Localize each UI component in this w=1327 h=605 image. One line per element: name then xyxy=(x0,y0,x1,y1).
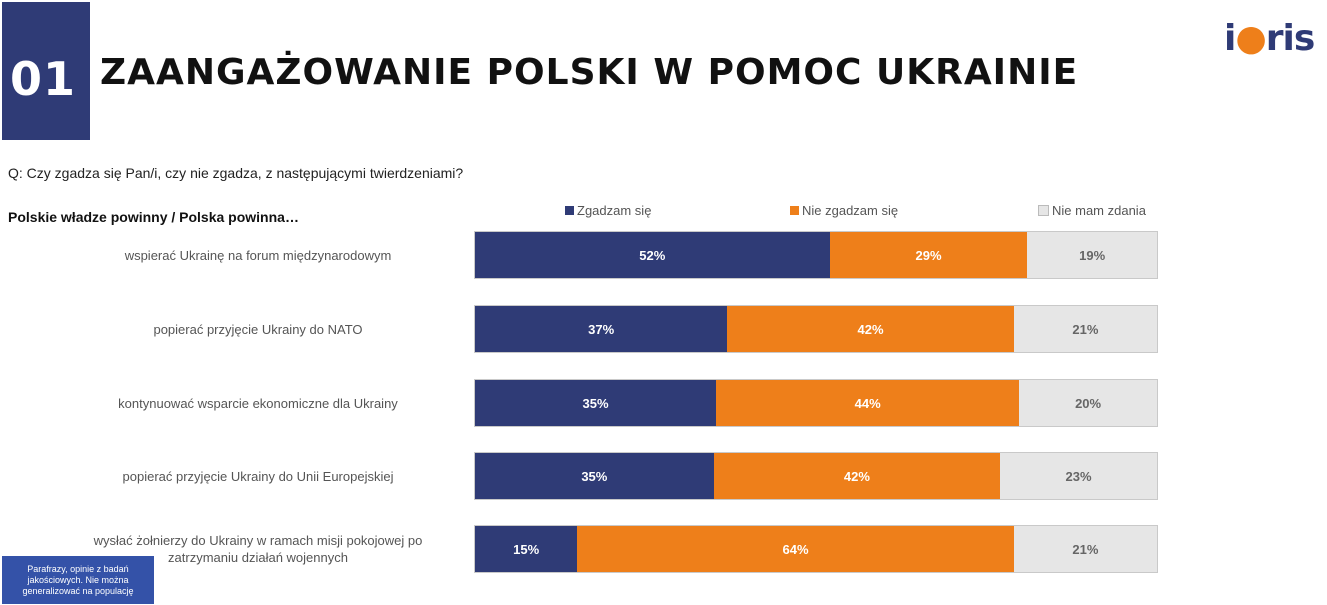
disclaimer-note: Parafrazy, opinie z badań jakościowych. … xyxy=(2,556,154,604)
legend-label-neutral: Nie mam zdania xyxy=(1052,203,1146,218)
legend-item-agree: Zgadzam się xyxy=(565,203,651,218)
bar-segment-agree: 35% xyxy=(475,380,717,426)
bar-segment-agree: 15% xyxy=(475,526,578,572)
bar-row: 15% 64% 21% xyxy=(474,525,1158,573)
data-label: 35% xyxy=(581,468,608,484)
ibris-logo: i●ris xyxy=(1224,18,1315,59)
bar-segment-agree: 52% xyxy=(475,232,830,278)
category-label: wspierać Ukrainę na forum międzynarodowy… xyxy=(124,247,392,263)
legend-item-disagree: Nie zgadzam się xyxy=(790,203,898,218)
legend-label-disagree: Nie zgadzam się xyxy=(802,203,899,218)
bar-segment-neutral: 21% xyxy=(1013,526,1157,572)
data-label: 64% xyxy=(782,541,809,557)
bar-segment-disagree: 44% xyxy=(716,380,1020,426)
bar-segment-agree: 37% xyxy=(475,306,728,352)
bar-segment-disagree: 42% xyxy=(727,306,1014,352)
category-label: popierać przyjęcie Ukrainy do NATO xyxy=(153,321,363,337)
data-label: 35% xyxy=(582,395,609,411)
bar-row: 35% 44% 20% xyxy=(474,379,1158,427)
legend-item-neutral: Nie mam zdania xyxy=(1038,203,1146,218)
data-label: 21% xyxy=(1072,321,1099,337)
data-label: 52% xyxy=(639,247,666,263)
legend-label-agree: Zgadzam się xyxy=(577,203,652,218)
category-label: wysłać żołnierzy do Ukrainy w ramach mis… xyxy=(93,533,423,565)
data-label: 37% xyxy=(588,321,615,337)
data-label: 42% xyxy=(843,468,870,484)
data-label: 19% xyxy=(1079,247,1106,263)
legend-swatch-neutral xyxy=(1038,205,1049,216)
bar-segment-neutral: 20% xyxy=(1019,380,1157,426)
page-title: ZAANGAŻOWANIE POLSKI W POMOC UKRAINIE xyxy=(100,52,1079,93)
chart-subheading: Polskie władze powinny / Polska powinna… xyxy=(8,209,299,225)
data-label: 42% xyxy=(857,321,884,337)
data-label: 44% xyxy=(854,395,881,411)
data-label: 23% xyxy=(1065,468,1092,484)
legend-swatch-agree xyxy=(565,206,574,215)
category-label: popierać przyjęcie Ukrainy do Unii Europ… xyxy=(122,468,394,484)
data-label: 21% xyxy=(1072,541,1099,557)
data-label: 15% xyxy=(513,541,540,557)
bar-segment-disagree: 42% xyxy=(713,453,1001,499)
bar-segment-neutral: 19% xyxy=(1027,232,1157,278)
bar-row: 52% 29% 19% xyxy=(474,231,1158,279)
data-label: 29% xyxy=(915,247,942,263)
bar-segment-neutral: 23% xyxy=(1000,453,1157,499)
section-number-box: 01 xyxy=(2,2,90,140)
bar-segment-disagree: 29% xyxy=(829,232,1028,278)
bar-segment-neutral: 21% xyxy=(1013,306,1157,352)
bar-row: 37% 42% 21% xyxy=(474,305,1158,353)
bar-segment-disagree: 64% xyxy=(577,526,1014,572)
data-label: 20% xyxy=(1075,395,1102,411)
section-number: 01 xyxy=(10,52,77,106)
category-label: kontynuować wsparcie ekonomiczne dla Ukr… xyxy=(118,395,398,411)
bar-row: 35% 42% 23% xyxy=(474,452,1158,500)
legend-swatch-disagree xyxy=(790,206,799,215)
survey-question: Q: Czy zgadza się Pan/i, czy nie zgadza,… xyxy=(8,165,464,181)
bar-segment-agree: 35% xyxy=(475,453,714,499)
